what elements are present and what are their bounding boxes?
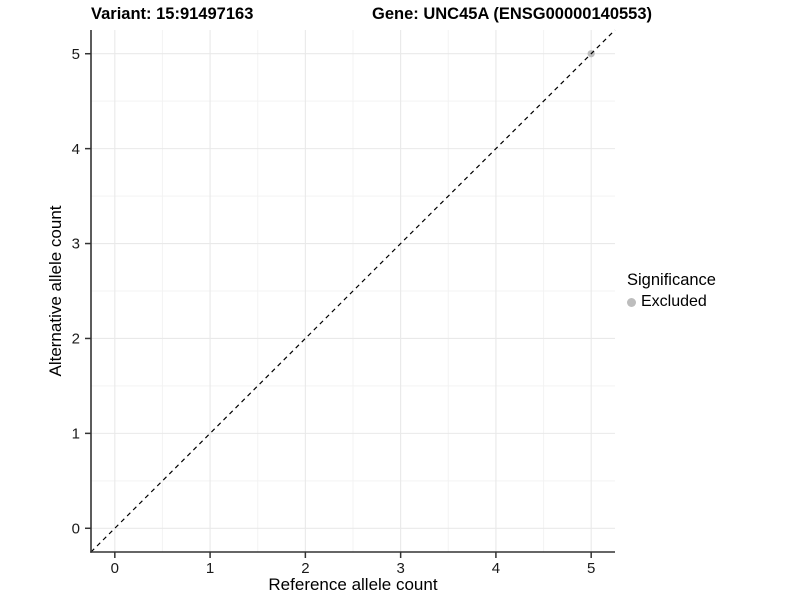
x-tick-label: 3 xyxy=(396,560,404,577)
plot-title-variant: Variant: 15:91497163 xyxy=(91,5,254,23)
y-tick-label: 0 xyxy=(72,520,80,537)
legend-items: Excluded xyxy=(627,293,716,311)
y-axis-title: Alternative allele count xyxy=(46,205,65,377)
y-tick-label: 3 xyxy=(72,236,80,253)
y-tick-label: 2 xyxy=(72,331,80,348)
x-tick-label: 2 xyxy=(301,560,309,577)
x-tick-label: 1 xyxy=(206,560,214,577)
x-axis-title: Reference allele count xyxy=(268,575,438,594)
legend-item-label: Excluded xyxy=(641,293,707,310)
plot-title-gene: Gene: UNC45A (ENSG00000140553) xyxy=(372,5,653,23)
identity-reference-line xyxy=(90,29,616,553)
y-tick-label: 5 xyxy=(72,46,80,63)
legend: Significance Excluded xyxy=(627,271,716,311)
x-tick-label: 5 xyxy=(587,560,595,577)
y-tick-label: 4 xyxy=(72,141,80,158)
x-tick-label: 0 xyxy=(111,560,119,577)
legend-item: Excluded xyxy=(627,293,716,311)
y-tick-label: 1 xyxy=(72,426,80,443)
x-tick-label: 4 xyxy=(492,560,500,577)
legend-title: Significance xyxy=(627,271,716,289)
legend-key-dot xyxy=(627,297,636,307)
